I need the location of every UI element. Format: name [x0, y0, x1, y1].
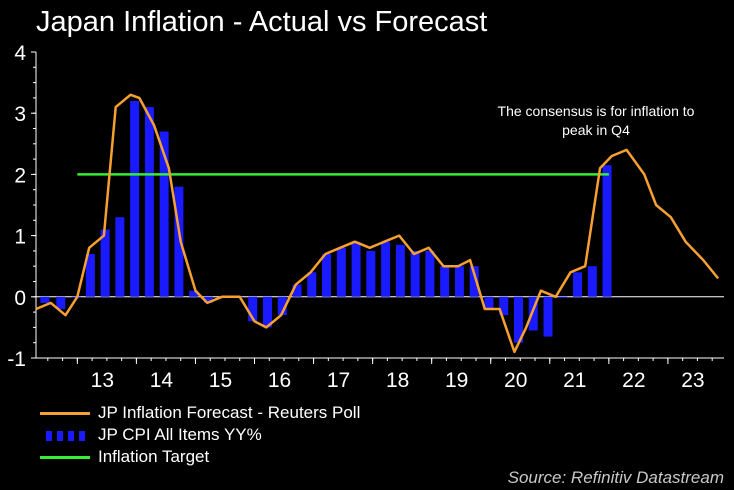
x-tick-label: 16: [268, 369, 291, 392]
cpi-bar: [322, 253, 332, 297]
cpi-bar: [602, 165, 612, 297]
cpi-bar: [159, 131, 169, 297]
cpi-bar: [85, 253, 95, 297]
cpi-bar: [513, 296, 523, 343]
legend-label-target: Inflation Target: [98, 447, 210, 466]
cpi-bar: [410, 250, 420, 297]
cpi-bar: [558, 296, 568, 298]
legend-item-forecast: JP Inflation Forecast - Reuters Poll: [40, 403, 360, 423]
x-tick-label: 15: [209, 369, 232, 392]
x-tick-label: 22: [622, 369, 645, 392]
cpi-bar: [573, 272, 583, 297]
annotation-text: The consensus is for inflation to: [498, 103, 695, 119]
cpi-bar: [425, 250, 435, 297]
cpi-bar: [40, 296, 50, 303]
cpi-bar: [381, 241, 391, 297]
legend-item-target: Inflation Target: [40, 447, 209, 467]
y-tick-label: 0: [14, 287, 26, 310]
cpi-bar: [115, 217, 125, 297]
cpi-bar: [440, 266, 450, 297]
x-tick-label: 18: [386, 369, 409, 392]
cpi-bar: [469, 266, 479, 297]
cpi-bar: [351, 241, 361, 297]
cpi-bar: [499, 296, 509, 316]
legend-label-forecast: JP Inflation Forecast - Reuters Poll: [98, 403, 361, 422]
y-tick-label: 2: [14, 164, 26, 187]
cpi-bar: [203, 296, 213, 303]
y-tick-label: 4: [14, 42, 26, 65]
cpi-bar: [307, 272, 317, 297]
cpi-bar: [130, 100, 140, 297]
legend-label-cpi: JP CPI All Items YY%: [98, 425, 262, 444]
legend-item-cpi: JP CPI All Items YY%: [40, 425, 262, 445]
cpi-bar: [543, 296, 553, 337]
y-tick-label: 3: [14, 103, 26, 126]
x-tick-label: 23: [681, 369, 704, 392]
cpi-swatch: [40, 429, 90, 441]
cpi-bar: [174, 186, 184, 297]
cpi-bar: [262, 296, 272, 328]
cpi-bar: [56, 296, 66, 310]
cpi-bar: [454, 266, 464, 297]
cpi-bar: [144, 107, 154, 297]
cpi-bar: [292, 284, 302, 297]
cpi-bar: [587, 266, 597, 297]
chart-title: Japan Inflation - Actual vs Forecast: [36, 6, 488, 38]
cpi-bar: [248, 296, 258, 322]
x-tick-label: 17: [327, 369, 350, 392]
x-tick-label: 13: [91, 369, 114, 392]
cpi-bar: [528, 296, 538, 331]
y-tick-label: 1: [14, 226, 26, 249]
annotation-text: peak in Q4: [562, 122, 630, 138]
cpi-bar: [100, 229, 110, 297]
target-swatch: [40, 451, 90, 463]
y-tick-label: -1: [7, 348, 26, 371]
cpi-bar: [277, 296, 287, 316]
cpi-bar: [336, 247, 346, 297]
source-note: Source: Refinitiv Datastream: [507, 468, 724, 487]
cpi-bar: [366, 250, 376, 297]
x-tick-label: 19: [445, 369, 468, 392]
x-tick-label: 20: [504, 369, 527, 392]
forecast-line: [35, 93, 720, 354]
cpi-bar: [189, 290, 199, 297]
x-tick-label: 14: [150, 369, 174, 392]
cpi-bar: [395, 244, 405, 297]
x-tick-label: 21: [563, 369, 586, 392]
forecast-swatch: [40, 407, 90, 419]
cpi-bar: [484, 296, 494, 310]
